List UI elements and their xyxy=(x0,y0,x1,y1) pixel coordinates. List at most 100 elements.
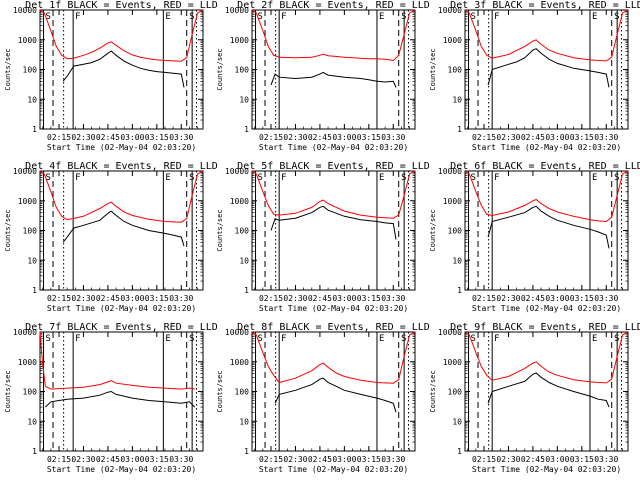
y-tick-label: 100 xyxy=(23,66,38,75)
y-tick-label: 1000 xyxy=(18,36,37,45)
y-axis-label: Counts/sec xyxy=(429,48,437,90)
y-tick-label: 10 xyxy=(27,95,37,104)
y-tick-label: 100 xyxy=(448,227,463,236)
x-tick-label: 03:30 xyxy=(169,455,193,464)
x-axis-label: Start Time (02-May-04 02:03:20) xyxy=(472,465,621,474)
y-tick-label: 100 xyxy=(235,388,250,397)
panel-title: Det 3f BLACK = Events, RED = LLD xyxy=(450,0,640,11)
x-tick-label: 03:30 xyxy=(169,294,193,303)
x-tick-label: 02:45 xyxy=(308,294,332,303)
x-tick-label: 03:00 xyxy=(545,133,569,142)
lld-series-line xyxy=(464,331,629,384)
plot-frame xyxy=(39,170,204,291)
panel-det-8f: Det 8f BLACK = Events, RED = LLD 1 10 100 10… xyxy=(216,322,430,474)
panel-title: Det 5f BLACK = Events, RED = LLD xyxy=(237,161,430,172)
panel-title: Det 7f BLACK = Events, RED = LLD xyxy=(25,322,218,333)
panel-det-2f: Det 2f BLACK = Events, RED = LLD 1 10 100 10… xyxy=(216,0,430,152)
events-series-line xyxy=(270,205,397,240)
y-tick-label: 1 xyxy=(457,286,462,295)
plot-frame xyxy=(39,9,204,130)
y-tick-label: 10 xyxy=(239,417,249,426)
marker-letter-S: S xyxy=(614,173,619,183)
events-series-line xyxy=(62,50,185,88)
marker-letter-S: S xyxy=(189,12,194,22)
x-tick-label: 02:15 xyxy=(472,133,496,142)
x-tick-label: 02:30 xyxy=(283,455,307,464)
y-tick-label: 10000 xyxy=(438,328,462,337)
marker-letter-F: F xyxy=(75,334,80,344)
x-tick-label: 03:15 xyxy=(357,455,381,464)
x-axis-label: Start Time (02-May-04 02:03:20) xyxy=(472,143,621,152)
y-tick-label: 10000 xyxy=(13,167,37,176)
marker-letter-E: E xyxy=(379,173,384,183)
x-tick-label: 02:30 xyxy=(496,455,520,464)
y-tick-label: 1 xyxy=(32,447,37,456)
y-axis-label: Counts/sec xyxy=(4,370,12,412)
x-tick-label: 03:15 xyxy=(357,294,381,303)
y-tick-label: 100 xyxy=(235,66,250,75)
marker-letter-F: F xyxy=(494,12,499,22)
x-tick-label: 03:00 xyxy=(545,455,569,464)
marker-letter-F: F xyxy=(75,173,80,183)
x-tick-label: 02:15 xyxy=(47,455,71,464)
x-tick-label: 03:00 xyxy=(120,133,144,142)
events-series-line xyxy=(487,372,610,408)
y-tick-label: 10000 xyxy=(13,328,37,337)
marker-letter-F: F xyxy=(494,334,499,344)
y-tick-label: 1 xyxy=(244,286,249,295)
x-tick-label: 03:15 xyxy=(145,133,169,142)
marker-letter-F: F xyxy=(494,173,499,183)
y-tick-label: 1000 xyxy=(230,36,249,45)
y-tick-label: 10 xyxy=(452,417,462,426)
x-axis-label: Start Time (02-May-04 02:03:20) xyxy=(472,304,621,313)
lld-series-line xyxy=(464,9,629,62)
y-axis-label: Counts/sec xyxy=(216,370,224,412)
y-tick-label: 100 xyxy=(23,388,38,397)
x-axis-label: Start Time (02-May-04 02:03:20) xyxy=(47,465,196,474)
x-tick-label: 03:00 xyxy=(545,294,569,303)
y-axis-label: Counts/sec xyxy=(4,209,12,251)
lld-series-line xyxy=(39,9,204,62)
y-tick-label: 1 xyxy=(244,447,249,456)
marker-letter-S: S xyxy=(46,334,51,344)
events-series-line xyxy=(62,210,185,247)
x-tick-label: 02:30 xyxy=(283,294,307,303)
marker-letter-S: S xyxy=(258,334,263,344)
y-tick-label: 1000 xyxy=(18,358,37,367)
x-tick-label: 03:00 xyxy=(332,294,356,303)
panel-det-7f: Det 7f BLACK = Events, RED = LLD 1 10 100 10… xyxy=(4,322,218,474)
y-tick-label: 10000 xyxy=(13,6,37,15)
marker-letter-S: S xyxy=(46,173,51,183)
x-tick-label: 03:00 xyxy=(332,133,356,142)
x-tick-label: 02:30 xyxy=(496,133,520,142)
marker-letter-F: F xyxy=(75,12,80,22)
lld-series-line xyxy=(464,170,629,223)
x-tick-label: 02:45 xyxy=(308,133,332,142)
x-tick-label: 03:30 xyxy=(169,133,193,142)
x-tick-label: 02:30 xyxy=(283,133,307,142)
panel-det-3f: Det 3f BLACK = Events, RED = LLD 1 10 100 10… xyxy=(429,0,640,152)
marker-letter-S: S xyxy=(401,12,406,22)
x-tick-label: 03:30 xyxy=(381,455,405,464)
lld-series-line xyxy=(39,331,195,390)
y-tick-label: 1 xyxy=(32,125,37,134)
panel-det-9f: Det 9f BLACK = Events, RED = LLD 1 10 100 10… xyxy=(429,322,640,474)
panel-title: Det 8f BLACK = Events, RED = LLD xyxy=(237,322,430,333)
marker-letter-E: E xyxy=(165,12,170,22)
plot-frame xyxy=(464,331,629,452)
y-tick-label: 1 xyxy=(457,125,462,134)
y-axis-label: Counts/sec xyxy=(4,48,12,90)
events-series-line xyxy=(274,377,397,413)
y-tick-label: 10 xyxy=(27,256,37,265)
y-tick-label: 1 xyxy=(457,447,462,456)
marker-letter-E: E xyxy=(379,334,384,344)
x-axis-label: Start Time (02-May-04 02:03:20) xyxy=(259,304,408,313)
y-tick-label: 10 xyxy=(452,256,462,265)
lld-series-line xyxy=(251,9,416,62)
x-tick-label: 03:00 xyxy=(120,455,144,464)
marker-letter-S: S xyxy=(189,334,194,344)
x-tick-label: 02:45 xyxy=(521,294,545,303)
x-tick-label: 02:15 xyxy=(472,294,496,303)
marker-letter-E: E xyxy=(165,334,170,344)
